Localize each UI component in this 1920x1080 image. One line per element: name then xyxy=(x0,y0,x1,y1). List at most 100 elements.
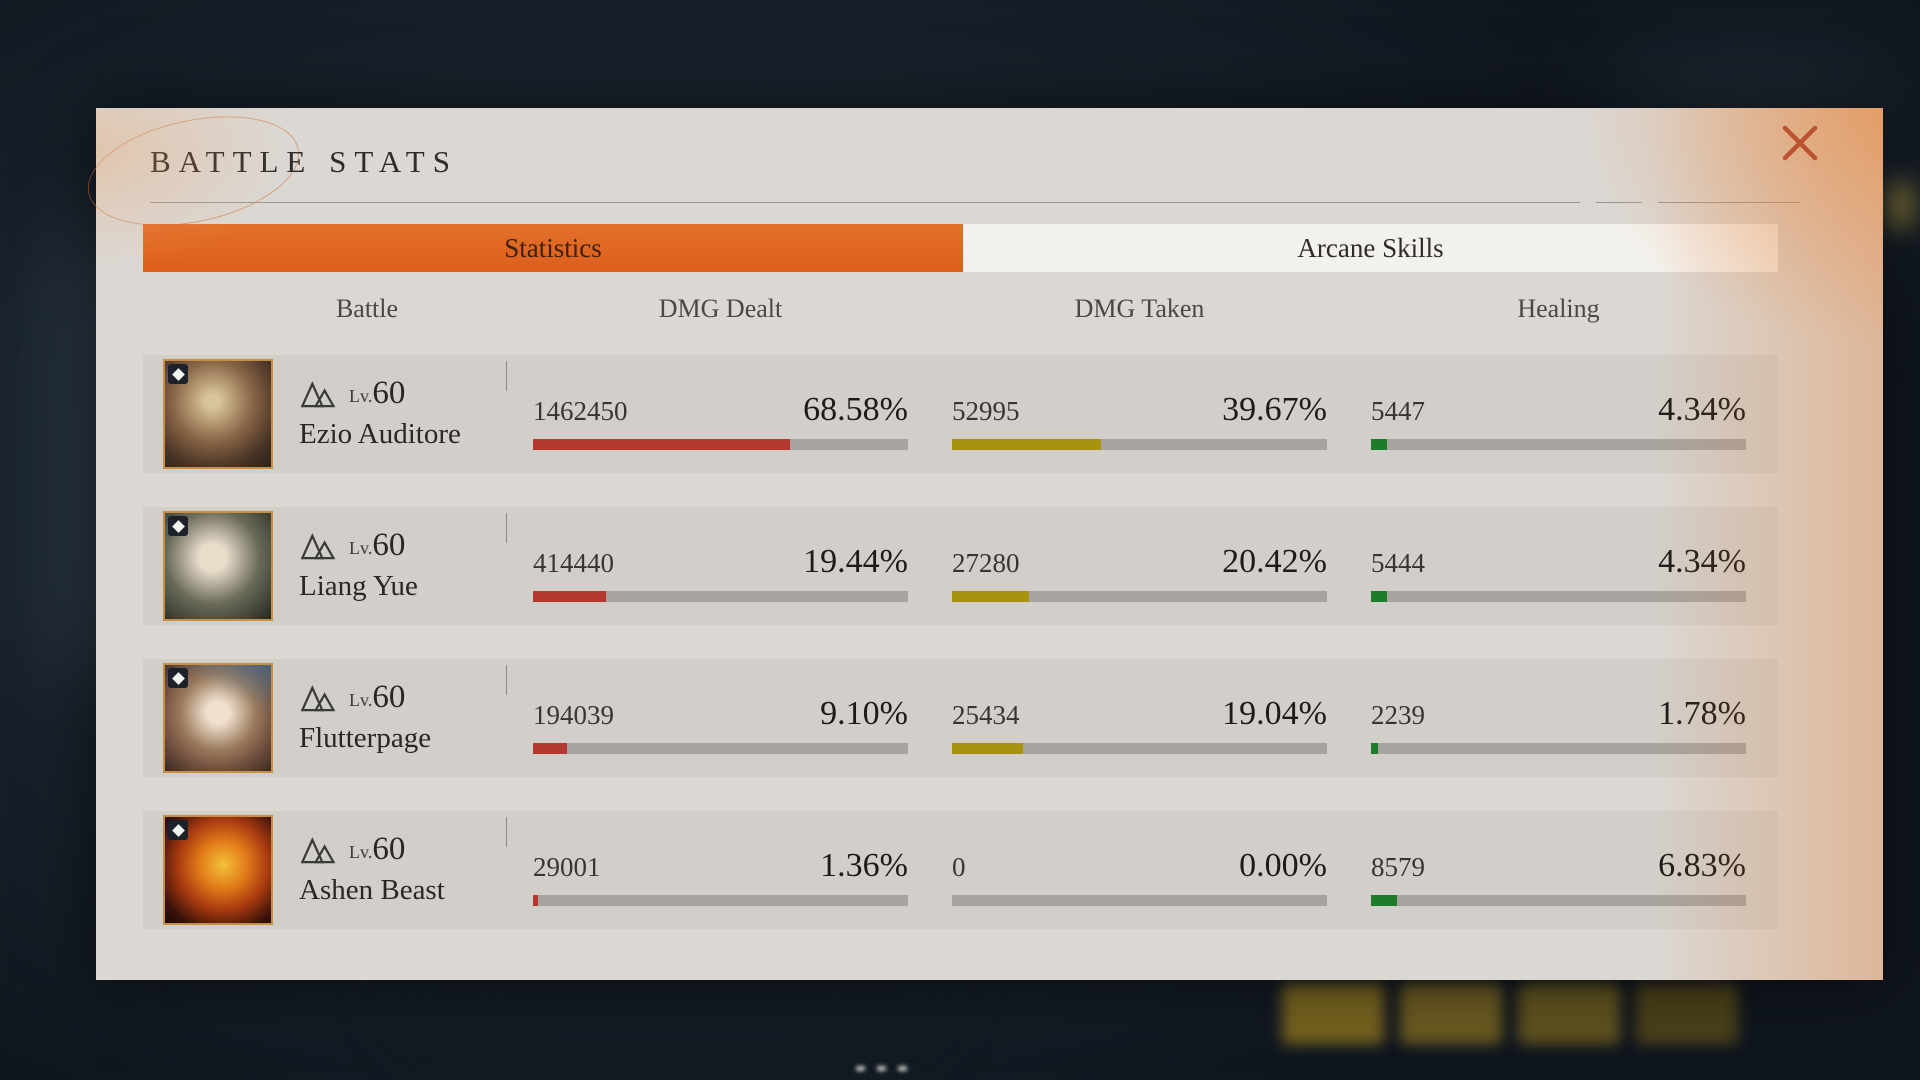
faction-emblem-icon xyxy=(299,684,339,714)
level-label: Lv. xyxy=(349,842,373,862)
healing-bar xyxy=(1371,439,1746,450)
dmg-dealt-cell: 194039 9.10% xyxy=(533,659,908,777)
healing-cell: 8579 6.83% xyxy=(1371,811,1746,929)
page-title: BATTLE STATS xyxy=(150,144,458,179)
character-avatar[interactable] xyxy=(163,359,273,469)
dmg-dealt-bar xyxy=(533,743,908,754)
blurred-hotbar xyxy=(1282,984,1738,1044)
dmg-taken-bar xyxy=(952,591,1327,602)
character-cell: Lv. 60 Liang Yue xyxy=(143,507,489,625)
level-label: Lv. xyxy=(349,690,373,710)
character-avatar[interactable] xyxy=(163,663,273,773)
character-avatar[interactable] xyxy=(163,815,273,925)
sparkle-badge-icon xyxy=(168,668,188,688)
dmg-taken-value: 52995 xyxy=(952,396,1020,426)
close-button[interactable] xyxy=(1777,120,1823,166)
dmg-dealt-cell: 414440 19.44% xyxy=(533,507,908,625)
dmg-dealt-cell: 1462450 68.58% xyxy=(533,355,908,473)
character-cell: Lv. 60 Ezio Auditore xyxy=(143,355,489,473)
character-cell: Lv. 60 Flutterpage xyxy=(143,659,489,777)
blurred-subtitle-text xyxy=(856,1066,907,1071)
column-header-battle: Battle xyxy=(335,294,399,323)
dmg-dealt-percent: 9.10% xyxy=(820,695,908,732)
healing-percent: 6.83% xyxy=(1658,847,1746,884)
healing-percent: 4.34% xyxy=(1658,543,1746,580)
dmg-dealt-value: 1462450 xyxy=(533,396,628,426)
title-divider xyxy=(150,202,1580,203)
title-divider-dash xyxy=(1658,202,1800,203)
sparkle-badge-icon xyxy=(168,364,188,384)
healing-value: 2239 xyxy=(1371,700,1425,730)
character-avatar[interactable] xyxy=(163,511,273,621)
tab-arcane-skills[interactable]: Arcane Skills xyxy=(963,224,1778,272)
healing-value: 8579 xyxy=(1371,852,1425,882)
character-stats-row: Lv. 60 Ezio Auditore 1462450 68.58% 52995… xyxy=(143,355,1778,473)
character-name: Ashen Beast xyxy=(299,874,445,906)
dmg-dealt-value: 414440 xyxy=(533,548,614,578)
healing-cell: 5447 4.34% xyxy=(1371,355,1746,473)
beast-badge-icon xyxy=(168,820,188,840)
faction-emblem-icon xyxy=(299,380,339,410)
dmg-taken-cell: 52995 39.67% xyxy=(952,355,1327,473)
character-cell: Lv. 60 Ashen Beast xyxy=(143,811,489,929)
title-divider-dash xyxy=(1596,202,1642,203)
close-icon xyxy=(1780,123,1820,163)
character-stats-row: Lv. 60 Liang Yue 414440 19.44% 27280 20.4… xyxy=(143,507,1778,625)
level-value: 60 xyxy=(372,527,406,563)
character-name: Liang Yue xyxy=(299,570,418,602)
dmg-taken-value: 0 xyxy=(952,852,966,882)
dmg-dealt-value: 29001 xyxy=(533,852,601,882)
faction-emblem-icon xyxy=(299,836,339,866)
column-headers: Battle DMG Dealt DMG Taken Healing xyxy=(143,294,1778,324)
dmg-taken-value: 25434 xyxy=(952,700,1020,730)
dmg-taken-percent: 0.00% xyxy=(1239,847,1327,884)
dmg-taken-value: 27280 xyxy=(952,548,1020,578)
character-stats-row: Lv. 60 Ashen Beast 29001 1.36% 0 0.00% 85… xyxy=(143,811,1778,929)
healing-bar xyxy=(1371,743,1746,754)
healing-value: 5444 xyxy=(1371,548,1425,578)
dmg-dealt-percent: 68.58% xyxy=(803,391,908,428)
tab-bar: Statistics Arcane Skills xyxy=(143,224,1778,272)
level-label: Lv. xyxy=(349,386,373,406)
dmg-taken-cell: 25434 19.04% xyxy=(952,659,1327,777)
character-name: Ezio Auditore xyxy=(299,418,461,450)
dmg-taken-percent: 39.67% xyxy=(1222,391,1327,428)
dmg-dealt-bar xyxy=(533,439,908,450)
healing-value: 5447 xyxy=(1371,396,1425,426)
healing-percent: 4.34% xyxy=(1658,391,1746,428)
dmg-dealt-bar xyxy=(533,591,908,602)
healing-bar xyxy=(1371,591,1746,602)
dmg-taken-cell: 27280 20.42% xyxy=(952,507,1327,625)
level-value: 60 xyxy=(372,831,406,867)
dmg-dealt-percent: 1.36% xyxy=(820,847,908,884)
dmg-taken-percent: 19.04% xyxy=(1222,695,1327,732)
column-header-dmg-taken: DMG Taken xyxy=(1074,294,1205,323)
dmg-taken-percent: 20.42% xyxy=(1222,543,1327,580)
healing-bar xyxy=(1371,895,1746,906)
tab-statistics[interactable]: Statistics xyxy=(143,224,963,272)
column-header-healing: Healing xyxy=(1517,294,1600,323)
dmg-dealt-cell: 29001 1.36% xyxy=(533,811,908,929)
blurred-hotbar-button xyxy=(1282,984,1384,1044)
sparkle-badge-icon xyxy=(168,516,188,536)
level-value: 60 xyxy=(372,375,406,411)
stats-rows: Lv. 60 Ezio Auditore 1462450 68.58% 52995… xyxy=(143,355,1778,929)
dmg-taken-bar xyxy=(952,743,1327,754)
healing-cell: 5444 4.34% xyxy=(1371,507,1746,625)
blurred-hotbar-button xyxy=(1400,984,1502,1044)
dmg-dealt-percent: 19.44% xyxy=(803,543,908,580)
blurred-hotbar-button xyxy=(1636,984,1738,1044)
background-glow xyxy=(1886,182,1914,228)
dmg-dealt-value: 194039 xyxy=(533,700,614,730)
healing-percent: 1.78% xyxy=(1658,695,1746,732)
character-stats-row: Lv. 60 Flutterpage 194039 9.10% 25434 19.… xyxy=(143,659,1778,777)
character-name: Flutterpage xyxy=(299,722,432,754)
dmg-taken-bar xyxy=(952,439,1327,450)
blurred-hotbar-button xyxy=(1518,984,1620,1044)
level-value: 60 xyxy=(372,679,406,715)
dmg-taken-bar xyxy=(952,895,1327,906)
dmg-taken-cell: 0 0.00% xyxy=(952,811,1327,929)
dmg-dealt-bar xyxy=(533,895,908,906)
healing-cell: 2239 1.78% xyxy=(1371,659,1746,777)
